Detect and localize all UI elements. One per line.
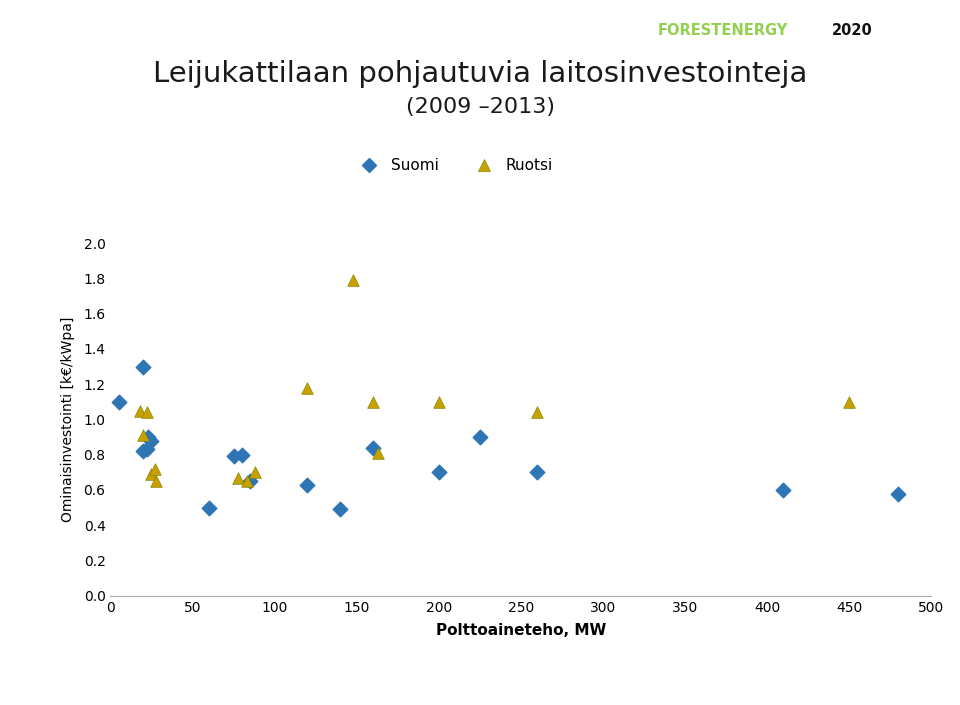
Text: 8.10.2013: 8.10.2013 [19,675,83,687]
Point [147,463,162,474]
Point [230,472,246,484]
Text: FORESTENERGY: FORESTENERGY [658,23,788,38]
Point [431,396,446,407]
Point [135,446,151,457]
Point [247,467,262,478]
Point [242,475,257,486]
Text: 8: 8 [933,675,941,687]
Point [472,431,488,443]
Point [144,468,159,479]
Text: Janne Kärki: Janne Kärki [444,675,516,687]
Point [140,431,156,443]
Point [111,396,127,407]
Point [530,467,545,478]
Point [139,444,155,455]
Point [366,442,381,453]
Point [332,503,348,515]
Point [300,382,315,393]
Text: Leijukattilaan pohjautuvia laitosinvestointeja: Leijukattilaan pohjautuvia laitosinvesto… [153,60,807,88]
Point [139,407,155,418]
Point [530,407,545,418]
Point [144,435,159,446]
Point [135,429,151,441]
X-axis label: Polttoaineteho, MW: Polttoaineteho, MW [436,623,606,638]
Point [234,449,250,460]
Point [346,274,361,286]
Point [776,484,791,496]
Point [149,475,164,486]
Point [891,488,906,499]
Point [366,396,381,407]
Point [202,502,217,513]
Point [300,479,315,491]
Point [135,361,151,372]
Point [226,451,241,462]
Point [132,405,148,416]
Point [239,475,254,486]
Point [841,396,856,407]
Point [371,447,386,458]
Point [431,467,446,478]
Y-axis label: Ominaisinvestointi [k€/kWpa]: Ominaisinvestointi [k€/kWpa] [61,317,75,522]
Legend: Suomi, Ruotsi: Suomi, Ruotsi [348,152,559,179]
Text: 2020: 2020 [832,23,873,38]
Text: (2009 –2013): (2009 –2013) [405,97,555,117]
